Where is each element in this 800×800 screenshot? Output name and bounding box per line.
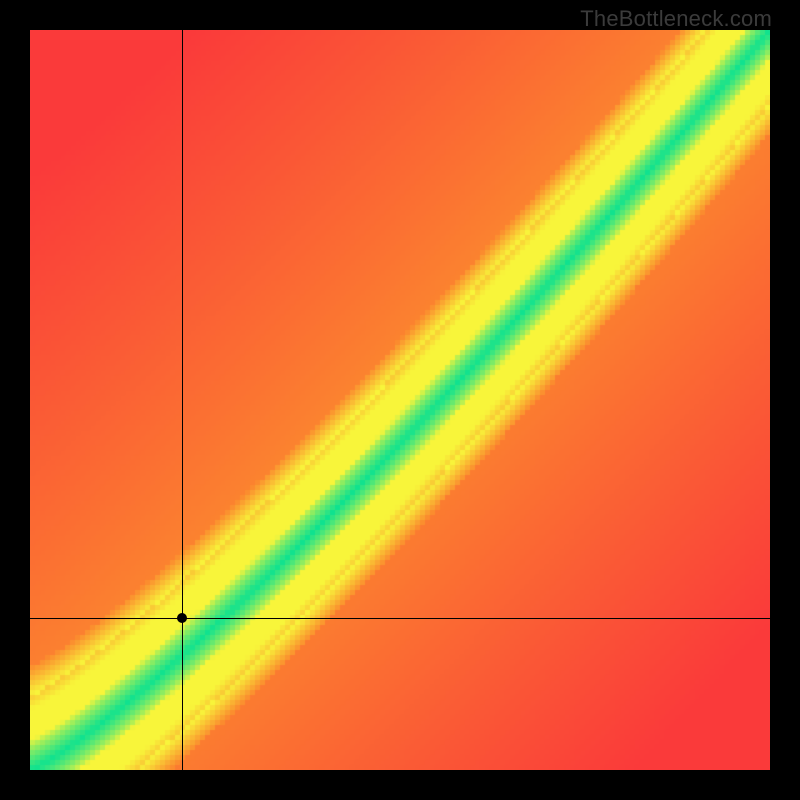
selection-marker[interactable] [177,613,187,623]
plot-area [30,30,770,770]
bottleneck-heatmap [30,30,770,770]
crosshair-vertical [182,30,183,770]
crosshair-horizontal [30,618,770,619]
source-watermark: TheBottleneck.com [580,6,772,32]
chart-container: TheBottleneck.com [0,0,800,800]
